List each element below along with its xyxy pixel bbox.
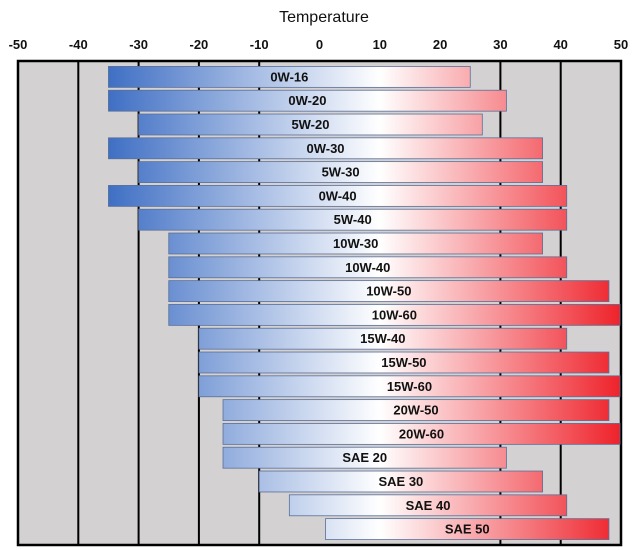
bar-label: 5W-30 <box>322 165 360 180</box>
bar-20w-60 <box>222 423 621 445</box>
bar-15w-60 <box>198 375 621 398</box>
bar-label: 10W-40 <box>345 260 390 275</box>
bar-label: 15W-40 <box>360 331 405 346</box>
x-tick-label: -20 <box>190 37 209 52</box>
bar-0w-16 <box>108 66 471 88</box>
x-tick-label: 50 <box>614 37 628 52</box>
bar-0w-30 <box>108 137 544 160</box>
x-tick-label: -30 <box>129 37 148 52</box>
bar-0w-40 <box>108 185 568 207</box>
x-tick-label: 20 <box>433 37 447 52</box>
bar-sae-30 <box>258 470 544 493</box>
x-tick-label: 0 <box>316 37 323 52</box>
bar-label: 20W-60 <box>399 426 444 441</box>
bar-10w-60 <box>168 304 621 326</box>
plot-area: 0W-16 0W-20 5W-20 0W-30 5W-30 0W-40 5W-40 10W-3… <box>16 59 623 547</box>
bar-sae-40 <box>288 494 568 517</box>
bar-10w-50 <box>168 280 610 302</box>
x-axis-ticks: -50 -40 -30 -20 -10 0 10 20 30 40 50 <box>9 37 629 52</box>
bar-10w-40 <box>168 256 568 279</box>
x-tick-label: 40 <box>553 37 567 52</box>
x-tick-label: 10 <box>373 37 387 52</box>
bar-10w-30 <box>168 232 544 255</box>
title-background <box>138 8 508 26</box>
chart-title: Temperature <box>279 9 369 26</box>
bar-label: 0W-30 <box>307 141 345 156</box>
bar-label: SAE 50 <box>445 522 490 537</box>
bar-label: 10W-30 <box>333 236 378 251</box>
bar-sae-20 <box>222 446 507 469</box>
bar-label: SAE 30 <box>378 474 423 489</box>
bar-label: 15W-60 <box>387 379 432 394</box>
bar-5w-40 <box>138 208 568 231</box>
plot-frame <box>16 59 623 547</box>
x-tick-label: 30 <box>493 37 507 52</box>
bar-label: 15W-50 <box>381 355 426 370</box>
bar-label: 5W-20 <box>291 117 329 132</box>
bar-15w-50 <box>198 351 610 374</box>
bar-label: 0W-20 <box>288 93 326 108</box>
bar-15w-40 <box>198 327 568 350</box>
bar-20w-50 <box>222 399 610 421</box>
bar-label: 10W-60 <box>372 307 417 322</box>
x-tick-label: -10 <box>250 37 269 52</box>
bar-label: 5W-40 <box>334 212 372 227</box>
bar-label: 0W-40 <box>319 188 357 203</box>
bar-0w-20 <box>108 89 507 112</box>
bar-label: SAE 20 <box>342 450 387 465</box>
bar-sae-50 <box>325 518 610 540</box>
x-tick-label: -40 <box>69 37 88 52</box>
bar-5w-20 <box>138 113 483 136</box>
bar-5w-30 <box>138 161 544 183</box>
bar-label: 20W-50 <box>393 403 438 418</box>
bar-label: 0W-16 <box>270 69 308 84</box>
bar-label: 10W-50 <box>366 284 411 299</box>
x-tick-label: -50 <box>9 37 28 52</box>
bar-label: SAE 40 <box>406 498 451 513</box>
